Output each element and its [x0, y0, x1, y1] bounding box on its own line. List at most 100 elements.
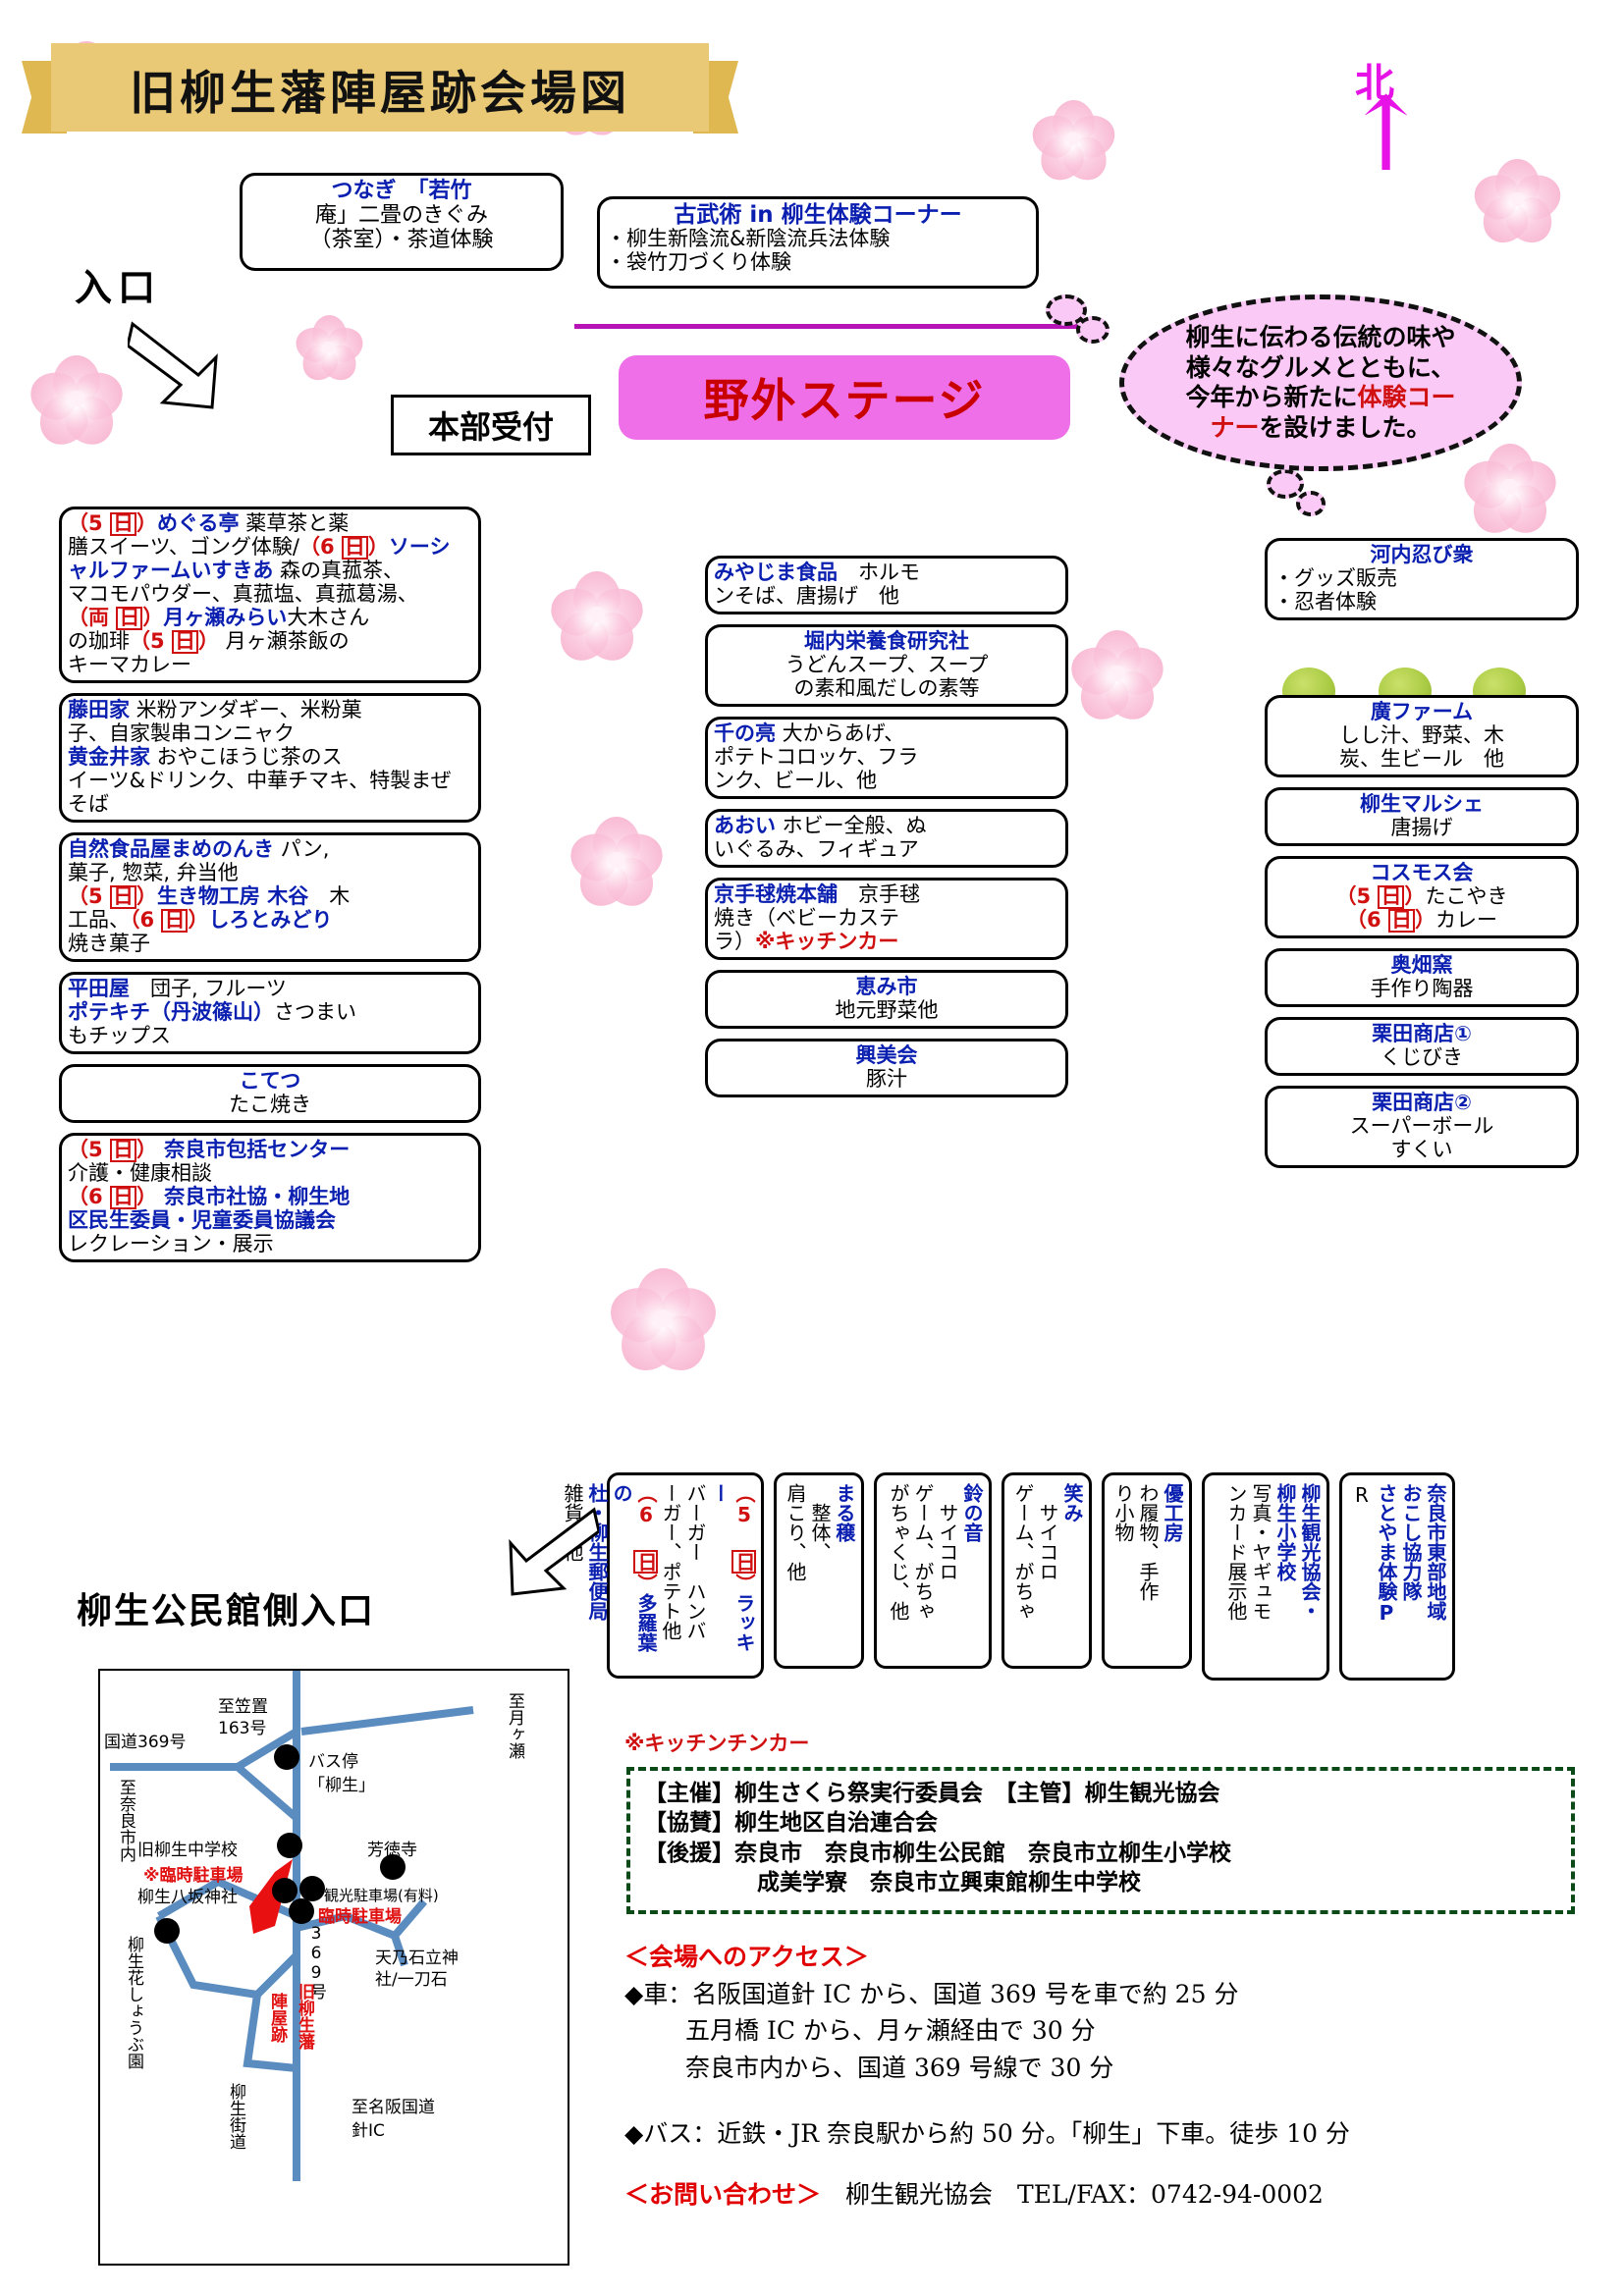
stall-box-houkatsu-center: （5 日） 奈良市包括センター 介護・健康相談 （6 日） 奈良市社協・柳生地 区民生…: [59, 1133, 481, 1262]
map-label-to-meihan2: 針IC: [352, 2121, 385, 2141]
stall-line: うどんスープ、スープ: [785, 652, 989, 676]
stall-line: 恵み市: [855, 975, 918, 998]
vertical-stall-line: 柳生観光協会・: [1298, 1483, 1322, 1621]
stall-line: 菓子, 惣菜, 弁当他: [68, 860, 239, 884]
vertical-stall-line: がちゃくじ、他: [887, 1483, 910, 1621]
vertical-stall-gacha-games: 鈴の音 サイコロ ゲーム、がちゃ がちゃくじ、他: [874, 1472, 992, 1669]
stall-line: 藤田家 米粉アンダギー、米粉菓: [68, 698, 362, 721]
stall-box-miyajima-shokuhin: みやじま食品 ホルモ ンそば、唐揚げ 他: [705, 556, 1068, 614]
vertical-stall-line: おこし協力隊: [1399, 1483, 1423, 1601]
vertical-stall-lucky-burger: （5 日）ラッキー バーガー ハンバ ーガー、ポテト他 （6 日）多羅葉の 杜・柳生郵便…: [561, 1472, 764, 1679]
vertical-stall-line: わ履物、手作: [1136, 1483, 1160, 1601]
vertical-stall-line: 鈴の音: [960, 1483, 984, 1542]
vertical-stall-line: バーガー ハンバ: [683, 1483, 707, 1640]
stall-line: （5 日） 奈良市包括センター: [68, 1138, 351, 1162]
stall-box-kawachi-shinobishu: 河内忍び衆 ・グッズ販売 ・忍者体験: [1265, 538, 1579, 620]
stall-line: 地元野菜他: [835, 997, 939, 1022]
sakura-decor: [1064, 628, 1170, 729]
sakura-decor: [24, 353, 130, 454]
vertical-stall-line: 柳生小学校: [1273, 1483, 1297, 1581]
stall-line: スーパーボール: [1349, 1113, 1494, 1138]
stall-box-sen-no-ryou: 千の亮 大からあげ、 ポテトコロッケ、フラ ンク、ビール、他: [705, 717, 1068, 799]
stall-line: イーツ&ドリンク、中華チマキ、特製まぜ: [68, 768, 452, 792]
kouminkan-entrance-label: 柳生公民館側入口: [77, 1591, 376, 1631]
vertical-stall-line: ンカード展示他: [1224, 1483, 1248, 1621]
stall-box-cosmos-kai: コスモス会 （5 日）たこやき （6 日）カレー: [1265, 856, 1579, 938]
map-label-tourist-parking: 観光駐車場(有料): [324, 1887, 439, 1904]
vertical-stall-yagyu-kankou-kyoukai: 柳生観光協会・ 柳生小学校 写真・ヤギュモ ンカード展示他: [1202, 1472, 1329, 1681]
stall-line: ・忍者体験: [1273, 589, 1377, 614]
stall-tunagi: つなぎ 「若竹 庵」二畳のきぐみ （茶室）・茶道体験: [240, 173, 564, 271]
map-label-old-jhs: 旧柳生中学校: [137, 1841, 238, 1860]
stall-box-kotetsu: こてつ たこ焼き: [59, 1064, 481, 1123]
vertical-stall-yasashii-koubou: 優工房 わ履物、手作 り小物: [1102, 1472, 1192, 1669]
map-label-to-nara: 至奈良市内: [116, 1779, 135, 1862]
stall-box-kurita-shoten-2: 栗田商店② スーパーボール すくい: [1265, 1086, 1579, 1168]
stall-box-kyotemari-yaki-honpo: 京手毬焼本舗 京手毬 焼き（ベビーカステ ラ）※キッチンカー: [705, 878, 1068, 960]
sponsor-line: 【協賛】柳生地区自治連合会: [644, 1809, 938, 1837]
reception-desk-label: 本部受付: [391, 395, 591, 455]
sponsor-line: 【後援】奈良市 奈良市柳生公民館 奈良市立柳生小学校: [644, 1839, 1231, 1866]
north-arrow-icon: ↑: [1343, 75, 1430, 194]
stall-line: 焼き（ベビーカステ: [714, 905, 899, 930]
map-label-yagyu-kaidou: 柳生街道: [226, 2083, 245, 2150]
stall-line: （6 日）カレー: [1346, 907, 1497, 933]
stall-line: 子、自家製串コンニャク: [68, 721, 295, 745]
sakura-decor: [544, 569, 650, 670]
vertical-stall-line: 杜・柳生郵便局: [585, 1483, 609, 1621]
stall-line: 手作り陶器: [1370, 976, 1474, 1000]
map-label-houtokuji: 芳徳寺: [367, 1841, 417, 1860]
stall-line: 唐揚げ: [1390, 815, 1453, 839]
vertical-stall-line: （5 日）ラッキー: [708, 1483, 756, 1652]
stall-line: キーマカレー: [68, 652, 191, 676]
kobujutsu-title: 古武術 in 柳生体験コーナー: [674, 202, 962, 228]
vertical-stall-line: ーガー、ポテト他: [659, 1483, 682, 1640]
contact-body: 柳生観光協会 TEL/FAX：0742-94-0002: [845, 2179, 1324, 2209]
vertical-stall-line: サイコロ: [936, 1483, 959, 1581]
kouminkan-arrow-icon: [509, 1507, 599, 1596]
stall-box-mamenonki: 自然食品屋まめのんき パン, 菓子, 惣菜, 弁当他 （5 日）生き物工房 木谷 木…: [59, 832, 481, 962]
bubble-line3-red: 体験コー: [1357, 383, 1456, 411]
vertical-stall-maruki: まる穣 整体、 肩こり、他: [774, 1472, 864, 1669]
stall-line: 区民生委員・児童委員協議会: [68, 1207, 336, 1232]
sakura-decor: [603, 1266, 723, 1382]
stall-box-kyoubikai: 興美会 豚汁: [705, 1039, 1068, 1097]
stall-line: 堀内栄養食研究社: [804, 629, 969, 653]
vertical-stall-line: さとやま体験P: [1375, 1483, 1398, 1625]
access-title: ＜会場へのアクセス＞: [624, 1943, 869, 1971]
banner-background: [51, 43, 709, 132]
bubble-line2: 様々なグルメとともに、: [1185, 352, 1456, 382]
stall-line: ラ）※キッチンカー: [714, 929, 899, 953]
stall-line: ポテキチ（丹波篠山）さつまい: [68, 999, 356, 1024]
access-car-line2: 五月橋 IC から、月ヶ瀬経由で 30 分: [685, 2016, 1096, 2045]
stall-line: の素和風だしの素等: [793, 675, 980, 700]
map-label-to-tsukigase: 至月ヶ瀬: [505, 1692, 524, 1759]
vertical-stall-satoyama-taiken: 奈良市東部地域 おこし協力隊 さとやま体験P R: [1339, 1472, 1455, 1681]
location-map: 至笠置 163号 国道369号 至月ヶ瀬 バス停 「柳生」 至奈良市内 旧柳生中…: [98, 1669, 569, 2266]
stall-line: ャルファームいすきあ 森の真菰茶、: [68, 558, 405, 582]
stall-line: 自然食品屋まめのんき パン,: [68, 837, 330, 861]
bubble-line4-red: ナー: [1210, 412, 1260, 442]
stall-line: 柳生マルシェ: [1360, 792, 1484, 816]
stall-line: 栗田商店①: [1372, 1022, 1472, 1045]
stall-line: ンそば、唐揚げ 他: [714, 583, 899, 608]
bubble-tail-2: [1046, 294, 1087, 326]
stall-line: 千の亮 大からあげ、: [714, 721, 905, 745]
stall-line: 京手毬焼本舗 京手毬: [714, 882, 920, 906]
stall-line: 平田屋 団子, フルーツ: [68, 977, 287, 1000]
kitchen-car-note: ※キッチンチンカー: [624, 1732, 810, 1755]
map-label-bus-stop-name: 「柳生」: [308, 1776, 375, 1795]
bubble-line3-plain: 今年から新たに: [1185, 383, 1358, 411]
map-label-amanoiwatate2: 社/一刀石: [375, 1970, 448, 1990]
stall-line: くじびき: [1380, 1044, 1463, 1069]
access-section: ＜会場へのアクセス＞ ◆車：名阪国道針 IC から、国道 369 号を車で約 2…: [624, 1939, 1587, 2213]
vertical-stall-line: 整体、: [808, 1483, 832, 1562]
stall-line: もチップス: [68, 1023, 171, 1047]
stall-line: 廣ファーム: [1370, 700, 1474, 723]
stall-box-horiuchi-eiyoushoku: 堀内栄養食研究社 うどんスープ、スープ の素和風だしの素等: [705, 624, 1068, 707]
access-bus-line: ◆バス：近鉄・JR 奈良駅から約 50 分。「柳生」下車。徒歩 10 分: [624, 2119, 1350, 2148]
stall-box-hirataya: 平田屋 団子, フルーツ ポテキチ（丹波篠山）さつまい もチップス: [59, 972, 481, 1054]
sakura-decor: [1457, 442, 1563, 543]
kobujutsu-line1: ・柳生新陰流&新陰流兵法体験: [606, 227, 891, 251]
stall-box-yagyu-marche: 柳生マルシェ 唐揚げ: [1265, 787, 1579, 846]
